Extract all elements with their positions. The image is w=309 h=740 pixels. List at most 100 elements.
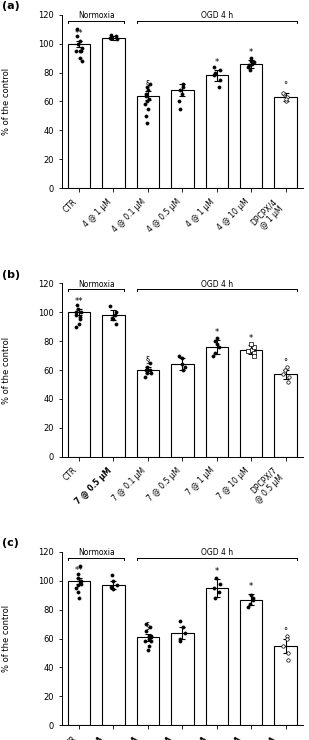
Point	[183, 361, 188, 373]
Point	[217, 341, 222, 353]
Bar	[205, 75, 228, 188]
Point	[143, 364, 148, 376]
Point	[77, 53, 82, 64]
Point	[246, 59, 251, 71]
Point	[109, 29, 114, 41]
Point	[284, 361, 289, 373]
Point	[114, 579, 119, 591]
Point	[218, 578, 222, 590]
Point	[76, 568, 81, 579]
Point	[149, 367, 154, 379]
Point	[180, 81, 185, 93]
Bar	[102, 38, 125, 188]
Point	[111, 575, 116, 587]
Point	[113, 306, 118, 318]
Text: *: *	[249, 48, 253, 58]
Point	[77, 592, 82, 604]
Text: °: °	[284, 627, 288, 636]
Point	[74, 582, 79, 594]
Point	[75, 299, 80, 311]
Text: *: *	[215, 568, 219, 576]
Bar	[205, 347, 228, 457]
Point	[178, 616, 183, 628]
Point	[110, 314, 115, 326]
Point	[145, 367, 150, 379]
Point	[143, 98, 148, 110]
Point	[177, 95, 182, 107]
Point	[78, 311, 83, 323]
Point	[142, 371, 147, 383]
Point	[143, 90, 148, 101]
Point	[182, 627, 187, 639]
Point	[211, 349, 216, 361]
Point	[148, 364, 153, 376]
Text: §: §	[146, 622, 150, 630]
Text: *: *	[249, 582, 253, 591]
Point	[148, 630, 153, 642]
Point	[146, 92, 151, 104]
Text: *: *	[215, 328, 219, 337]
Text: Normoxia: Normoxia	[78, 548, 115, 557]
Point	[245, 61, 250, 73]
Point	[284, 91, 289, 103]
Text: °: °	[284, 81, 288, 90]
Point	[213, 335, 218, 347]
Bar	[205, 588, 228, 725]
Point	[250, 58, 255, 70]
Point	[114, 33, 119, 45]
Point	[145, 84, 150, 95]
Point	[108, 581, 113, 593]
Text: OGD 4 h: OGD 4 h	[201, 11, 233, 20]
Point	[78, 45, 83, 57]
Text: (c): (c)	[2, 538, 19, 548]
Point	[249, 53, 254, 64]
Point	[252, 347, 257, 359]
Point	[211, 70, 216, 81]
Point	[180, 88, 185, 100]
Point	[180, 352, 184, 364]
Bar	[68, 312, 90, 457]
Point	[148, 636, 153, 648]
Point	[113, 318, 118, 330]
Point	[282, 364, 287, 376]
Y-axis label: cells/well
% of the control: cells/well % of the control	[0, 68, 11, 135]
Y-axis label: cells/well
% of the control: cells/well % of the control	[0, 337, 11, 403]
Point	[218, 64, 222, 75]
Point	[78, 560, 83, 572]
Point	[146, 640, 151, 652]
Bar	[137, 95, 159, 188]
Point	[144, 361, 149, 373]
Bar	[171, 90, 193, 188]
Point	[147, 78, 152, 90]
Point	[177, 636, 182, 648]
Point	[144, 88, 149, 100]
Point	[146, 103, 150, 115]
Point	[144, 95, 149, 107]
Text: Normoxia: Normoxia	[78, 280, 115, 289]
Point	[78, 45, 83, 57]
Point	[77, 35, 82, 47]
Point	[248, 598, 253, 610]
Point	[214, 338, 219, 350]
Point	[77, 318, 82, 330]
Point	[248, 55, 253, 67]
Point	[113, 30, 118, 42]
Point	[250, 592, 255, 604]
Point	[74, 309, 79, 321]
Point	[216, 81, 221, 93]
Point	[74, 45, 78, 57]
Point	[214, 332, 219, 344]
Point	[77, 314, 82, 326]
Point	[216, 586, 221, 598]
Point	[178, 103, 183, 115]
Point	[285, 633, 290, 645]
Point	[109, 312, 114, 324]
Point	[73, 320, 78, 332]
Bar	[240, 64, 262, 188]
Point	[109, 569, 114, 581]
Point	[178, 84, 183, 95]
Point	[77, 575, 82, 587]
Point	[181, 364, 186, 376]
Bar	[171, 364, 193, 457]
Point	[286, 371, 291, 383]
